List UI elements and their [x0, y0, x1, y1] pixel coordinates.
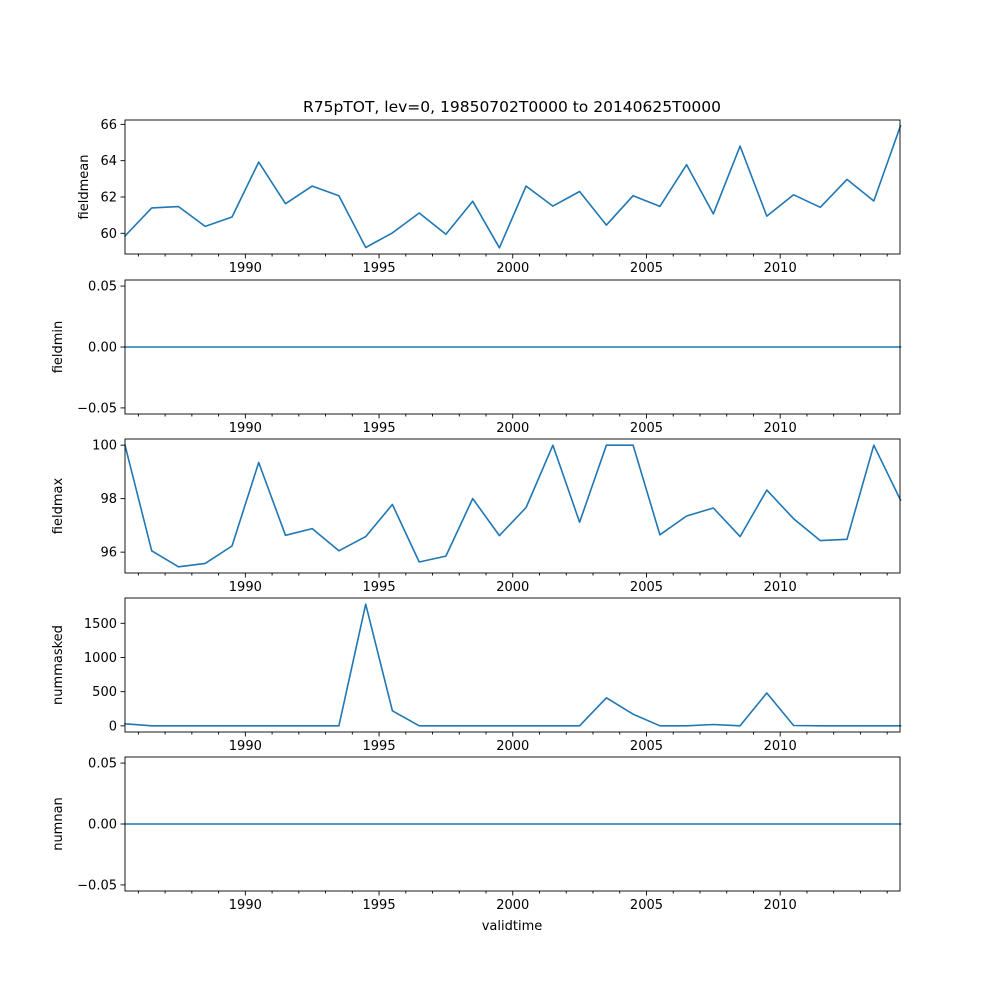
fieldmax-series-line [124, 444, 902, 568]
nummasked-series-line [124, 603, 902, 727]
x-tick-label: 1990 [229, 421, 262, 436]
x-tick-label: 2000 [496, 261, 529, 276]
fieldmax-axes-frame [124, 438, 901, 574]
x-tick-label: 2005 [630, 739, 663, 754]
y-tick-label: 500 [92, 685, 117, 700]
x-tick-label: 2005 [630, 421, 663, 436]
subplot-nummasked: 0 500 1000 1500 1990 1995 2000 2005 2010 nummaske… [51, 597, 902, 754]
x-tick-label: 1990 [229, 580, 262, 595]
y-tick-label: 62 [100, 190, 117, 205]
y-tick-label: 100 [92, 439, 117, 454]
fieldmax-axis-label: fieldmax [51, 478, 66, 535]
y-tick-label: 96 [100, 546, 117, 561]
subplot-fieldmean: 60 62 64 66 1990 1995 2000 2005 2010 fieldmean [77, 118, 902, 276]
fieldmean-series-line [123, 124, 902, 249]
x-tick-label: 2005 [630, 898, 663, 913]
x-tick-label: 1995 [363, 739, 396, 754]
subplot-fieldmin: −0.05 0.00 0.05 1990 1995 2000 2005 2010 fieldmi… [51, 279, 902, 436]
x-tick-label: 1995 [363, 898, 396, 913]
y-tick-label: 64 [100, 154, 117, 169]
x-tick-label: 1990 [229, 261, 262, 276]
y-tick-label: −0.05 [77, 878, 117, 893]
fieldmean-axes-frame [124, 119, 901, 255]
x-tick-label: 1990 [229, 739, 262, 754]
subplots-group: 60 62 64 66 1990 1995 2000 2005 2010 fieldmean −0.… [51, 118, 902, 913]
x-tick-label: 2010 [764, 898, 797, 913]
fieldmin-axis-label: fieldmin [51, 321, 66, 374]
y-tick-label: 1500 [84, 617, 117, 632]
y-tick-label: 98 [100, 492, 117, 507]
x-axis-label: validtime [482, 919, 543, 934]
x-tick-label: 2010 [764, 739, 797, 754]
nummasked-axes-frame [124, 597, 901, 733]
x-tick-label: 2000 [496, 898, 529, 913]
y-tick-label: 0.00 [88, 818, 117, 833]
x-tick-label: 1995 [363, 261, 396, 276]
x-tick-label: 2010 [764, 261, 797, 276]
y-tick-label: 0 [109, 719, 117, 734]
x-tick-label: 2005 [630, 261, 663, 276]
x-tick-label: 2010 [764, 421, 797, 436]
y-tick-label: 0.05 [88, 757, 117, 772]
y-tick-label: 60 [100, 227, 117, 242]
y-tick-label: 66 [100, 118, 117, 133]
x-tick-label: 1990 [229, 898, 262, 913]
x-tick-label: 1995 [363, 580, 396, 595]
x-tick-label: 2005 [630, 580, 663, 595]
y-tick-label: 1000 [84, 651, 117, 666]
y-tick-label: 0.05 [88, 280, 117, 295]
numnan-axis-label: numnan [51, 797, 66, 851]
x-tick-label: 2010 [764, 580, 797, 595]
y-tick-label: −0.05 [77, 401, 117, 416]
subplot-fieldmax: 96 98 100 1990 1995 2000 2005 2010 fieldmax [51, 438, 902, 595]
y-tick-label: 0.00 [88, 341, 117, 356]
fieldmean-axis-label: fieldmean [77, 155, 92, 220]
x-tick-label: 2000 [496, 580, 529, 595]
x-tick-label: 2000 [496, 739, 529, 754]
x-tick-label: 1995 [363, 421, 396, 436]
subplot-numnan: −0.05 0.00 0.05 1990 1995 2000 2005 2010 numnan [51, 756, 902, 913]
nummasked-axis-label: nummasked [51, 625, 66, 705]
x-tick-label: 2000 [496, 421, 529, 436]
chart-title: R75pTOT, lev=0, 19850702T0000 to 2014062… [303, 98, 721, 116]
